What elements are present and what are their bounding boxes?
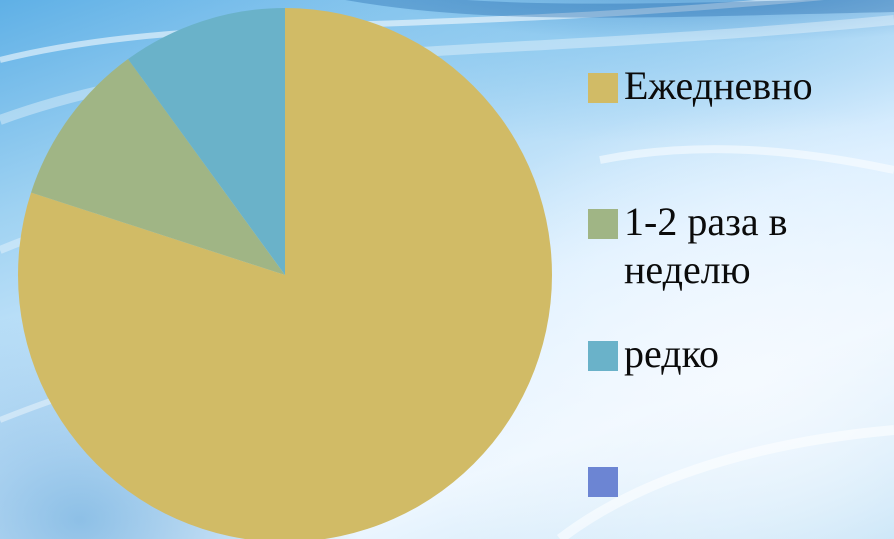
legend-item-4 bbox=[588, 456, 894, 497]
legend-swatch-3 bbox=[588, 341, 618, 371]
legend-item-2: 1-2 раза в неделю bbox=[588, 198, 894, 294]
pie-slice-3 bbox=[128, 7, 285, 275]
legend-swatch-2 bbox=[588, 209, 618, 239]
legend-swatch-4 bbox=[588, 467, 618, 497]
legend-label-1: Ежедневно bbox=[624, 63, 813, 108]
pie-slice-1 bbox=[18, 8, 552, 539]
legend-item-1: Ежедневно bbox=[588, 62, 894, 110]
legend-label-2: 1-2 раза в неделю bbox=[624, 199, 788, 292]
pie-slice-2 bbox=[31, 58, 285, 275]
legend-label-3: редко bbox=[624, 331, 719, 376]
legend-swatch-1 bbox=[588, 73, 618, 103]
legend-item-3: редко bbox=[588, 330, 894, 378]
